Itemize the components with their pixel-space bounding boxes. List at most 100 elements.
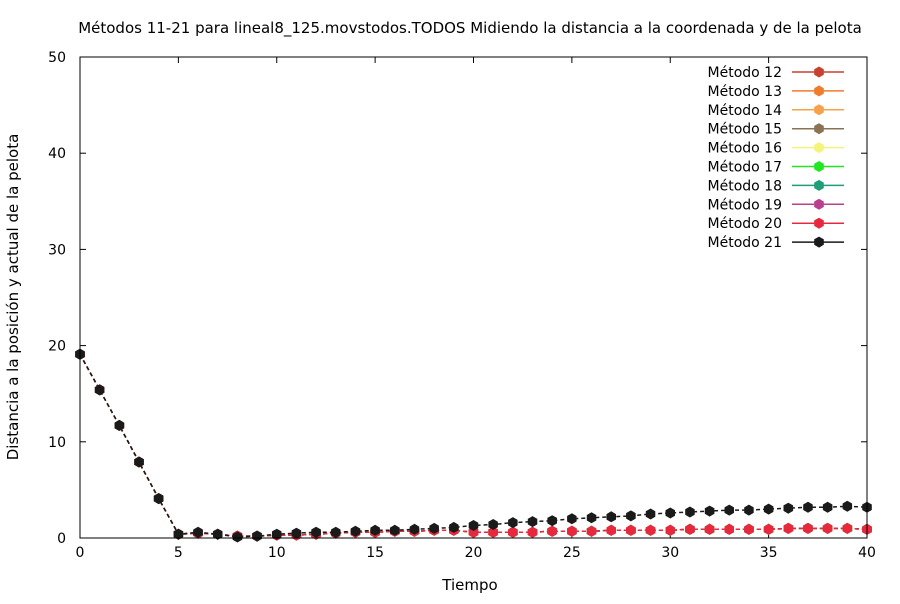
legend-marker [814,85,824,97]
data-point [331,526,341,538]
data-point [685,523,695,535]
legend-label: Método 15 [708,122,782,138]
data-point [488,526,498,538]
legend-label: Método 19 [708,197,782,213]
data-point [842,522,853,534]
x-tick-label: 10 [268,545,286,561]
data-point [783,502,794,514]
plot-frame [79,56,868,539]
data-point [822,522,833,534]
data-point [468,520,479,531]
legend-label: Método 20 [708,216,782,232]
y-tick-label: 10 [48,435,66,451]
legend-label: Método 17 [708,160,782,176]
data-point [134,456,144,468]
data-point [606,511,616,523]
legend-marker [814,217,824,229]
data-point [783,522,794,534]
x-tick-label: 35 [760,545,778,561]
x-tick-label: 40 [858,545,876,561]
chart-title: Métodos 11-21 para lineal8_125.movstodos… [78,19,862,38]
data-point [311,526,321,538]
data-point [213,528,223,540]
data-point [626,524,636,536]
x-tick-label: 20 [465,545,483,561]
data-point [724,504,734,516]
data-point [645,524,656,536]
data-point [114,419,125,431]
legend-marker [814,179,824,191]
data-point [704,505,715,517]
legend-marker [814,123,824,135]
legend-label: Método 18 [708,178,782,194]
data-point [567,513,577,525]
legend-label: Método 13 [708,84,782,100]
data-point [390,524,400,536]
data-point [350,525,361,537]
data-point [586,512,597,524]
data-point [193,526,203,538]
data-point [488,519,498,530]
data-point [527,516,538,528]
data-point [252,530,262,542]
data-point [153,493,164,505]
data-point [822,501,833,513]
data-point [665,524,675,536]
legend-label: Método 21 [708,235,782,251]
x-tick-label: 30 [661,545,679,561]
data-point [173,528,184,540]
x-tick-label: 0 [76,545,85,561]
legend-marker [814,142,824,154]
data-point [665,507,675,519]
x-tick-label: 5 [174,545,183,561]
data-point [272,528,282,540]
data-point [370,524,380,536]
x-tick-label: 25 [563,545,581,561]
data-point [232,531,243,543]
data-point [645,508,656,520]
x-axis-label: Tiempo [441,576,497,594]
legend-marker [814,236,824,248]
data-point [508,517,518,529]
data-point [449,521,459,533]
data-point [527,526,538,538]
legend-label: Método 14 [708,103,783,119]
data-point [586,525,597,537]
data-point [547,525,557,537]
y-tick-label: 40 [48,146,66,162]
data-point [94,384,105,396]
data-point [508,526,518,538]
legend-marker [814,104,824,116]
x-tick-label: 15 [366,545,384,561]
data-point [724,523,734,535]
data-point [803,501,813,513]
data-point [409,523,420,535]
y-tick-label: 30 [48,242,66,258]
data-point [744,523,754,535]
y-tick-label: 0 [57,531,66,547]
data-point [291,527,302,539]
data-point [763,523,774,535]
data-point [567,525,577,537]
data-point [763,503,774,515]
data-point [547,515,557,527]
data-point [744,504,754,516]
legend-label: Método 12 [708,65,782,81]
data-point [606,524,616,536]
data-point [685,506,695,518]
series-21 [75,348,872,543]
data-point [842,500,853,512]
data-point [704,523,715,535]
data-point [626,510,636,522]
legend-label: Método 16 [708,141,783,157]
y-tick-label: 20 [48,339,66,355]
y-tick-label: 50 [48,50,66,66]
data-point [429,522,439,534]
y-axis-label: Distancia a la posición y actual de la p… [4,134,22,461]
data-point [803,522,813,534]
legend-marker [814,66,824,78]
legend-marker [814,161,824,172]
legend-marker [814,198,824,210]
